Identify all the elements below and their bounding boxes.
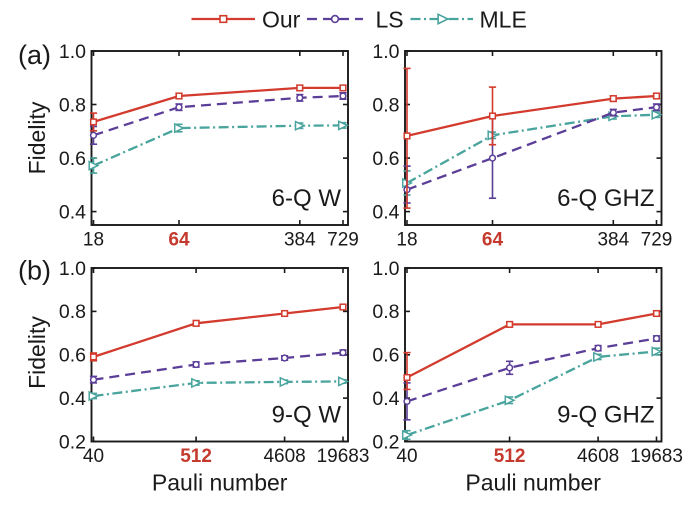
- svg-text:(a): (a): [18, 40, 51, 70]
- svg-text:0.4: 0.4: [372, 201, 399, 223]
- svg-text:Our: Our: [262, 7, 301, 33]
- svg-text:0.8: 0.8: [372, 301, 399, 323]
- svg-text:1.0: 1.0: [372, 41, 399, 63]
- svg-text:9-Q W: 9-Q W: [272, 402, 342, 429]
- svg-text:6-Q W: 6-Q W: [272, 185, 342, 212]
- svg-text:0.8: 0.8: [372, 94, 399, 116]
- svg-text:LS: LS: [376, 7, 404, 33]
- svg-text:512: 512: [494, 446, 526, 467]
- svg-text:64: 64: [168, 230, 190, 251]
- svg-text:(b): (b): [18, 256, 51, 286]
- svg-text:19683: 19683: [630, 446, 683, 467]
- svg-text:0.8: 0.8: [59, 301, 86, 323]
- svg-text:4608: 4608: [263, 446, 305, 467]
- svg-text:40: 40: [396, 446, 417, 467]
- svg-text:Fidelity: Fidelity: [24, 316, 50, 389]
- svg-text:Fidelity: Fidelity: [24, 101, 50, 174]
- svg-text:0.4: 0.4: [59, 201, 86, 223]
- svg-text:64: 64: [482, 230, 504, 251]
- svg-text:1.0: 1.0: [59, 258, 86, 280]
- svg-text:729: 729: [641, 230, 673, 251]
- svg-text:18: 18: [396, 230, 417, 251]
- svg-text:0.6: 0.6: [372, 148, 399, 170]
- svg-text:6-Q GHZ: 6-Q GHZ: [557, 185, 654, 212]
- svg-text:0.6: 0.6: [59, 345, 86, 367]
- svg-text:0.6: 0.6: [59, 148, 86, 170]
- svg-text:18: 18: [83, 230, 104, 251]
- svg-text:19683: 19683: [317, 446, 370, 467]
- svg-text:1.0: 1.0: [59, 41, 86, 63]
- svg-text:9-Q GHZ: 9-Q GHZ: [557, 402, 654, 429]
- svg-text:1.0: 1.0: [372, 258, 399, 280]
- svg-text:384: 384: [284, 230, 316, 251]
- svg-text:Pauli number: Pauli number: [465, 470, 601, 496]
- svg-text:Pauli number: Pauli number: [152, 470, 288, 496]
- svg-text:0.4: 0.4: [59, 388, 86, 410]
- svg-text:0.6: 0.6: [372, 345, 399, 367]
- svg-text:MLE: MLE: [480, 7, 527, 33]
- svg-text:512: 512: [180, 446, 212, 467]
- svg-text:0.2: 0.2: [372, 431, 399, 453]
- svg-text:0.2: 0.2: [59, 431, 86, 453]
- svg-text:0.8: 0.8: [59, 94, 86, 116]
- svg-text:384: 384: [597, 230, 629, 251]
- svg-text:729: 729: [327, 230, 359, 251]
- svg-text:0.4: 0.4: [372, 388, 399, 410]
- svg-text:4608: 4608: [577, 446, 619, 467]
- svg-text:40: 40: [83, 446, 104, 467]
